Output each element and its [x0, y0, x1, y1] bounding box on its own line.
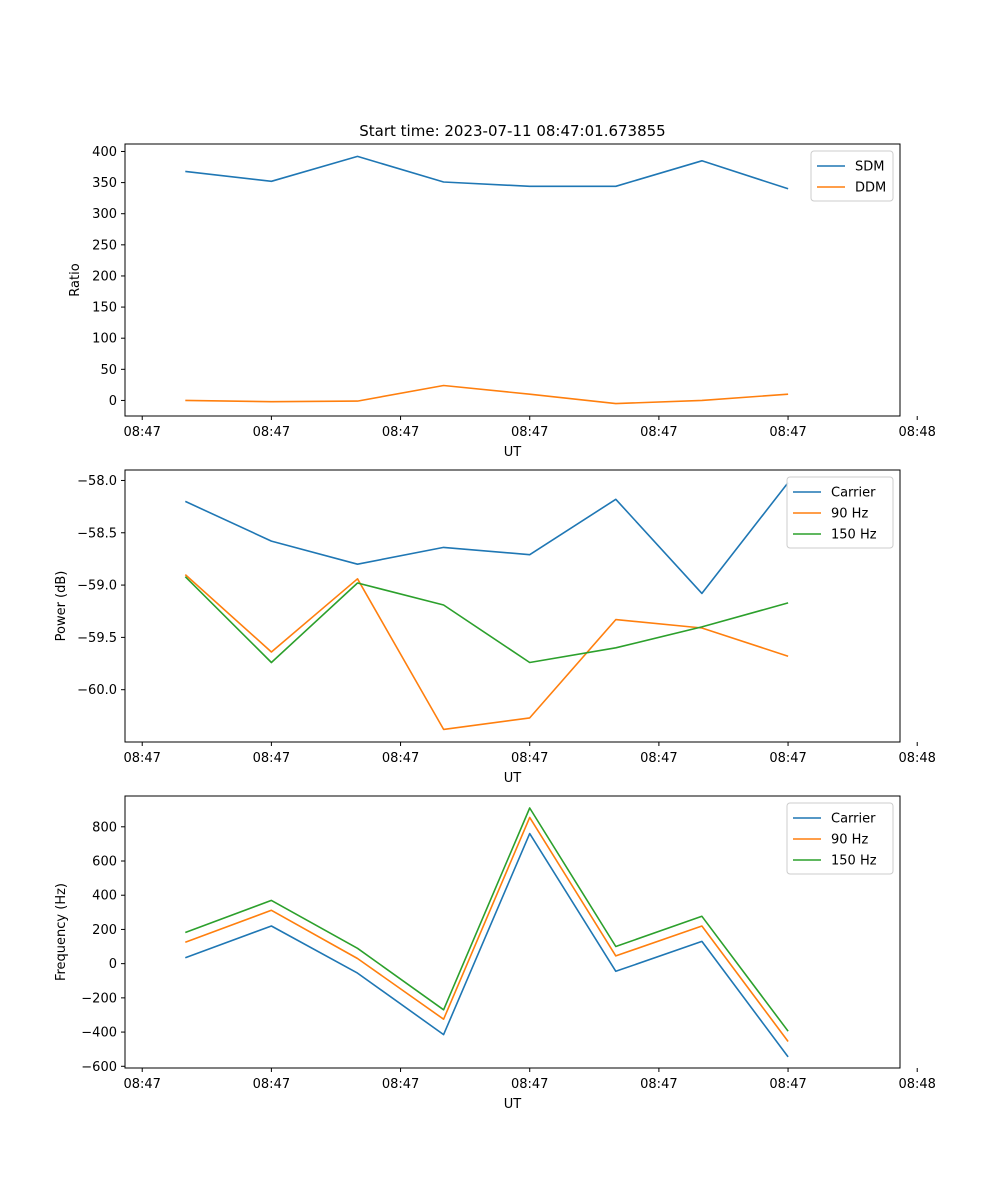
y-tick-label: 0: [109, 394, 117, 409]
y-tick-label: −600: [81, 1060, 117, 1075]
x-tick-label: 08:47: [640, 425, 677, 440]
x-axis-label: UT: [504, 771, 522, 786]
y-tick-label: 0: [109, 957, 117, 972]
x-tick-label: 08:47: [769, 425, 806, 440]
legend-label: 150 Hz: [831, 854, 877, 869]
y-tick-label: 200: [92, 269, 117, 284]
x-tick-label: 08:47: [511, 425, 548, 440]
legend-box: [810, 150, 894, 202]
y-tick-label: 200: [92, 923, 117, 938]
y-tick-label: 150: [92, 301, 117, 316]
y-tick-label: 250: [92, 238, 117, 253]
x-tick-label: 08:48: [898, 751, 935, 766]
x-tick-label: 08:47: [123, 425, 160, 440]
series-line-carrier: [184, 482, 789, 595]
y-tick-label: 50: [100, 363, 117, 378]
series-line-90-hz: [184, 574, 789, 731]
y-tick-label: −59.5: [77, 631, 117, 646]
legend-label: Carrier: [831, 486, 876, 501]
y-tick-label: −58.0: [77, 474, 117, 489]
series-line-ddm: [185, 384, 789, 405]
y-tick-label: −58.5: [77, 526, 117, 541]
chart-2: 08:47 08:47 08:47 08:47 08:47 08:47 08:48 −60.0…: [54, 469, 936, 786]
y-tick-label: 600: [92, 855, 117, 870]
x-axis-label: UT: [504, 445, 522, 460]
y-tick-label: −59.0: [77, 579, 117, 594]
legend-box: [786, 476, 894, 549]
series-line-carrier: [185, 832, 789, 1058]
legend-label: 90 Hz: [831, 507, 868, 522]
plot-frame: [124, 795, 901, 1069]
plot-frame: [124, 143, 901, 417]
legend-box: [786, 802, 894, 875]
series-line-150-hz: [184, 576, 789, 664]
series-line-90-hz: [185, 816, 789, 1042]
y-tick-label: 800: [92, 820, 117, 835]
plot-frame: [124, 469, 901, 743]
y-tick-label: −400: [81, 1026, 117, 1041]
legend-label: SDM: [855, 160, 884, 175]
legend-label: 90 Hz: [831, 833, 868, 848]
y-axis-label: Frequency (Hz): [54, 883, 69, 981]
series-line-150-hz: [185, 807, 789, 1032]
legend-label: 150 Hz: [831, 528, 877, 543]
chart-1: 08:47 08:47 08:47 08:47 08:47 08:47 08:48 0 50 10…: [68, 143, 936, 460]
x-tick-label: 08:47: [123, 751, 160, 766]
x-tick-label: 08:47: [382, 751, 419, 766]
series-line-sdm: [185, 155, 789, 190]
y-tick-label: 400: [92, 889, 117, 904]
y-tick-label: 350: [92, 176, 117, 191]
y-tick-label: −200: [81, 991, 117, 1006]
x-tick-label: 08:47: [511, 1077, 548, 1092]
x-tick-label: 08:47: [640, 1077, 677, 1092]
y-axis-label: Ratio: [68, 263, 83, 296]
x-tick-label: 08:47: [382, 425, 419, 440]
y-tick-label: −60.0: [77, 683, 117, 698]
x-tick-label: 08:47: [253, 751, 290, 766]
y-axis-label: Power (dB): [54, 571, 69, 642]
legend-label: Carrier: [831, 812, 876, 827]
x-tick-label: 08:47: [382, 1077, 419, 1092]
x-tick-label: 08:47: [769, 1077, 806, 1092]
x-axis-label: UT: [504, 1097, 522, 1112]
x-tick-label: 08:47: [253, 1077, 290, 1092]
x-tick-label: 08:47: [769, 751, 806, 766]
y-tick-label: 400: [92, 145, 117, 160]
legend-label: DDM: [855, 181, 886, 196]
x-tick-label: 08:47: [640, 751, 677, 766]
y-tick-label: 100: [92, 332, 117, 347]
x-tick-label: 08:48: [898, 425, 935, 440]
x-tick-label: 08:47: [253, 425, 290, 440]
x-tick-label: 08:48: [898, 1077, 935, 1092]
figure-title: Start time: 2023-07-11 08:47:01.673855: [359, 122, 665, 140]
x-tick-label: 08:47: [123, 1077, 160, 1092]
x-tick-label: 08:47: [511, 751, 548, 766]
y-tick-label: 300: [92, 207, 117, 222]
chart-3: 08:47 08:47 08:47 08:47 08:47 08:47 08:48 −600 −…: [54, 795, 936, 1112]
